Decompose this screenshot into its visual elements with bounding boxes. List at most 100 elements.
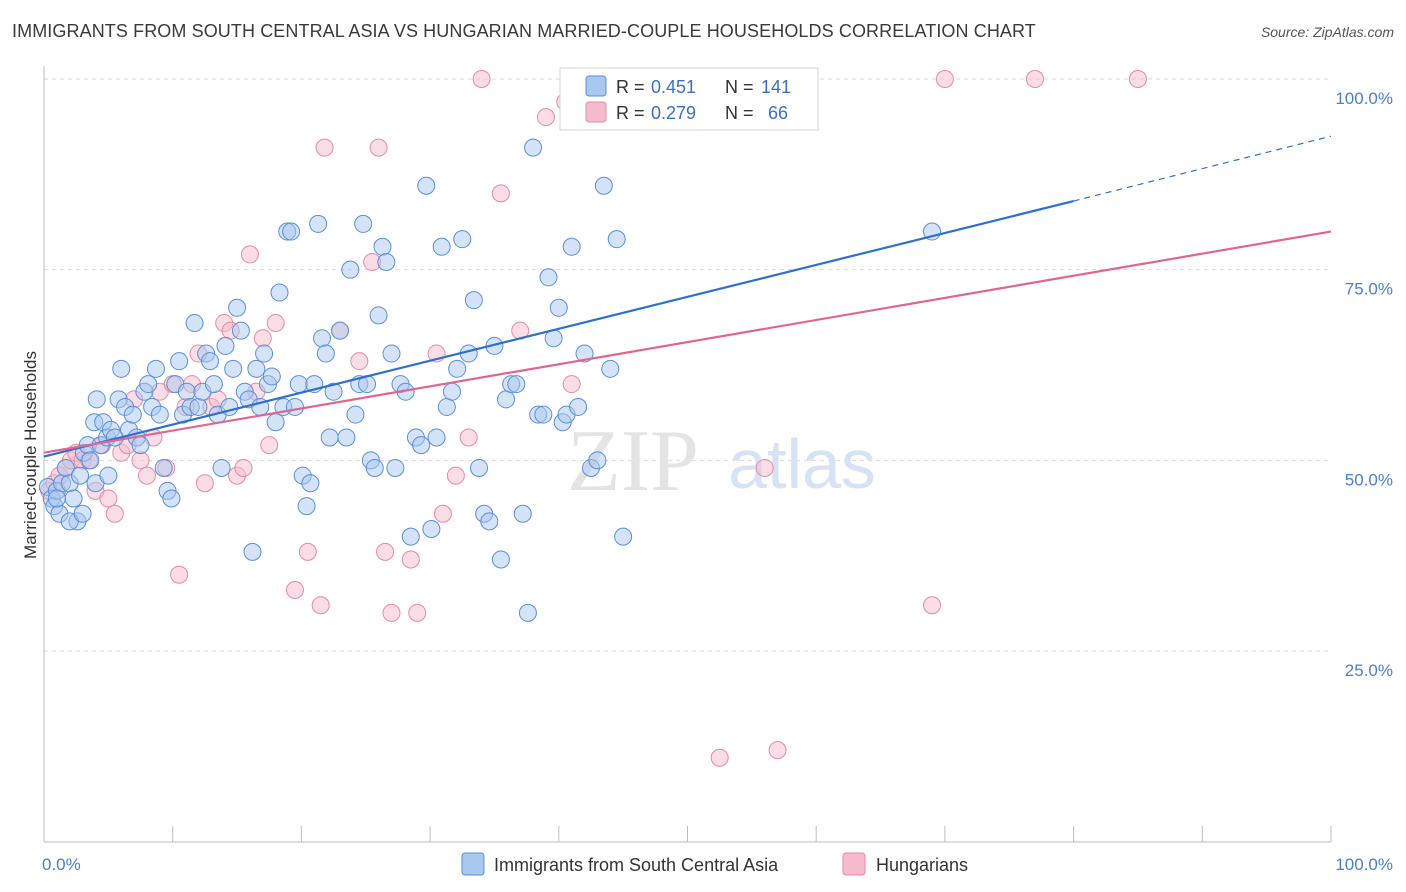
data-point-south-central-asia: [312, 329, 331, 348]
data-point-south-central-asia: [437, 397, 456, 416]
data-point-hungarians: [536, 108, 555, 127]
chart-title: IMMIGRANTS FROM SOUTH CENTRAL ASIA VS HU…: [12, 21, 1036, 41]
data-point-south-central-asia: [177, 382, 196, 401]
data-point-south-central-asia: [373, 237, 392, 256]
data-point-south-central-asia: [170, 352, 189, 371]
data-point-hungarians: [234, 458, 253, 477]
data-point-south-central-asia: [386, 458, 405, 477]
data-point-south-central-asia: [87, 390, 106, 409]
data-point-south-central-asia: [569, 397, 588, 416]
data-point-hungarians: [369, 138, 388, 157]
data-point-south-central-asia: [417, 176, 436, 195]
data-point-south-central-asia: [73, 504, 92, 523]
data-point-south-central-asia: [588, 451, 607, 470]
data-point-south-central-asia: [377, 253, 396, 272]
data-point-south-central-asia: [228, 298, 247, 317]
data-point-south-central-asia: [316, 344, 335, 363]
data-point-south-central-asia: [201, 352, 220, 371]
legend-n-value-blue: 141: [761, 77, 791, 97]
legend-r-label-pink: R =: [616, 103, 645, 123]
data-point-south-central-asia: [497, 390, 516, 409]
data-point-south-central-asia: [442, 382, 461, 401]
y-tick-label: 75.0%: [1345, 280, 1393, 299]
data-point-south-central-asia: [480, 512, 499, 531]
data-point-south-central-asia: [247, 359, 266, 378]
data-point-hungarians: [408, 603, 427, 622]
data-point-hungarians: [137, 466, 156, 485]
data-point-hungarians: [350, 352, 369, 371]
data-point-south-central-asia: [320, 428, 339, 447]
data-point-south-central-asia: [470, 458, 489, 477]
legend-r-value-pink: 0.279: [651, 103, 696, 123]
data-point-south-central-asia: [262, 367, 281, 386]
data-point-south-central-asia: [64, 489, 83, 508]
data-point-south-central-asia: [491, 550, 510, 569]
data-point-south-central-asia: [518, 603, 537, 622]
bottom-legend: Immigrants from South Central Asia Hunga…: [461, 852, 968, 876]
data-point-south-central-asia: [216, 336, 235, 355]
data-point-south-central-asia: [513, 504, 532, 523]
data-point-south-central-asia: [575, 344, 594, 363]
data-point-hungarians: [131, 451, 150, 470]
data-point-hungarians: [768, 741, 787, 760]
data-point-hungarians: [935, 70, 954, 88]
data-point-south-central-asia: [341, 260, 360, 279]
watermark-atlas: atlas: [728, 425, 876, 503]
axes: [43, 66, 1332, 843]
series-south-central-asia-points: [38, 138, 942, 622]
data-point-south-central-asia: [448, 359, 467, 378]
data-point-hungarians: [240, 245, 259, 264]
x-tick-label: 0.0%: [42, 855, 81, 874]
data-point-hungarians: [99, 489, 118, 508]
data-point-south-central-asia: [282, 222, 301, 241]
data-point-hungarians: [170, 565, 189, 584]
data-point-hungarians: [285, 580, 304, 599]
data-point-south-central-asia: [71, 466, 90, 485]
data-point-south-central-asia: [99, 466, 118, 485]
data-point-south-central-asia: [324, 382, 343, 401]
legend-n-label-pink: N =: [725, 103, 754, 123]
data-point-hungarians: [260, 436, 279, 455]
data-point-south-central-asia: [139, 375, 158, 394]
data-point-hungarians: [562, 375, 581, 394]
data-point-south-central-asia: [162, 489, 181, 508]
data-point-south-central-asia: [412, 436, 431, 455]
bottom-legend-label-pink: Hungarians: [876, 855, 968, 875]
legend-n-label-blue: N =: [725, 77, 754, 97]
legend-n-value-pink: 66: [768, 103, 788, 123]
data-point-hungarians: [315, 138, 334, 157]
data-point-south-central-asia: [534, 405, 553, 424]
data-point-south-central-asia: [601, 359, 620, 378]
data-point-hungarians: [105, 504, 124, 523]
data-point-south-central-asia: [212, 458, 231, 477]
legend-r-value-blue: 0.451: [651, 77, 696, 97]
data-point-hungarians: [382, 603, 401, 622]
data-point-south-central-asia: [47, 489, 66, 508]
trend-line-hungarians: [43, 230, 1332, 454]
data-point-hungarians: [710, 748, 729, 767]
data-point-hungarians: [491, 184, 510, 203]
data-point-south-central-asia: [285, 397, 304, 416]
x-tick-label: 100.0%: [1335, 855, 1393, 874]
data-point-south-central-asia: [204, 375, 223, 394]
data-point-south-central-asia: [297, 497, 316, 516]
data-point-south-central-asia: [594, 176, 613, 195]
data-point-south-central-asia: [382, 344, 401, 363]
data-point-south-central-asia: [539, 268, 558, 287]
data-point-hungarians: [253, 329, 272, 348]
data-point-hungarians: [1128, 70, 1147, 88]
data-point-hungarians: [266, 314, 285, 333]
data-point-south-central-asia: [231, 321, 250, 340]
trend-line-south-central-asia: [43, 199, 1074, 458]
bottom-legend-swatch-blue: [461, 852, 485, 876]
data-point-south-central-asia: [354, 214, 373, 233]
data-point-south-central-asia: [150, 405, 169, 424]
data-point-south-central-asia: [301, 474, 320, 493]
data-point-south-central-asia: [562, 237, 581, 256]
data-point-south-central-asia: [614, 527, 633, 546]
data-point-south-central-asia: [289, 375, 308, 394]
tick-labels: 25.0% 50.0% 75.0% 100.0% 0.0% 100.0%: [42, 89, 1393, 874]
data-point-south-central-asia: [432, 237, 451, 256]
legend-box: R = 0.451 N = 141 R = 0.279 N = 66: [559, 67, 819, 131]
data-point-south-central-asia: [255, 344, 274, 363]
